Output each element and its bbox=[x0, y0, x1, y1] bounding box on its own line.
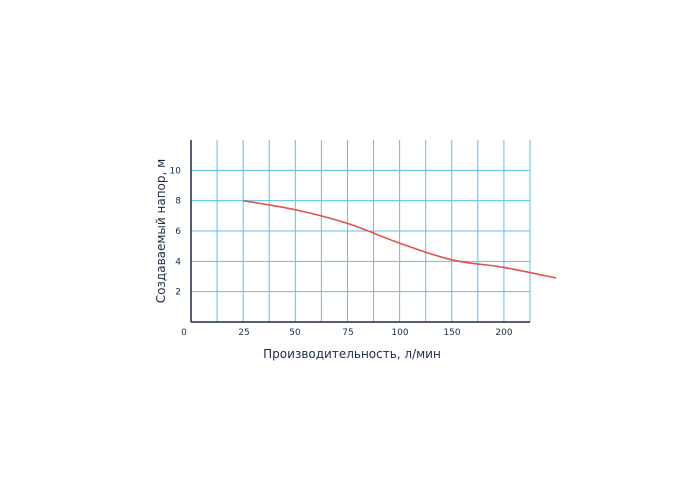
x-tick-label: 200 bbox=[495, 328, 512, 338]
series-group bbox=[243, 199, 557, 279]
y-tick-label: 4 bbox=[175, 257, 181, 267]
x-tick-label: 50 bbox=[289, 328, 301, 338]
x-axis-title: Производительность, л/мин bbox=[263, 347, 441, 361]
x-tick-label: 25 bbox=[238, 328, 249, 338]
y-tick-label: 2 bbox=[175, 288, 181, 298]
y-tick-label: 8 bbox=[175, 197, 181, 207]
chart-grid bbox=[191, 140, 531, 322]
chart-axes bbox=[190, 140, 530, 323]
x-tick-labels: 0 25 50 75 100 150 200 bbox=[181, 328, 513, 338]
performance-curve-line bbox=[243, 199, 557, 279]
x-tick-label: 150 bbox=[443, 328, 460, 338]
y-tick-labels: 2 4 6 8 10 bbox=[170, 166, 182, 297]
x-tick-label: 100 bbox=[391, 328, 408, 338]
y-axis-title: Создаваемый напор, м bbox=[154, 159, 168, 303]
y-tick-label: 10 bbox=[170, 166, 182, 176]
x-tick-label: 0 bbox=[181, 328, 187, 338]
y-tick-label: 6 bbox=[175, 227, 181, 237]
x-tick-label: 75 bbox=[342, 328, 353, 338]
